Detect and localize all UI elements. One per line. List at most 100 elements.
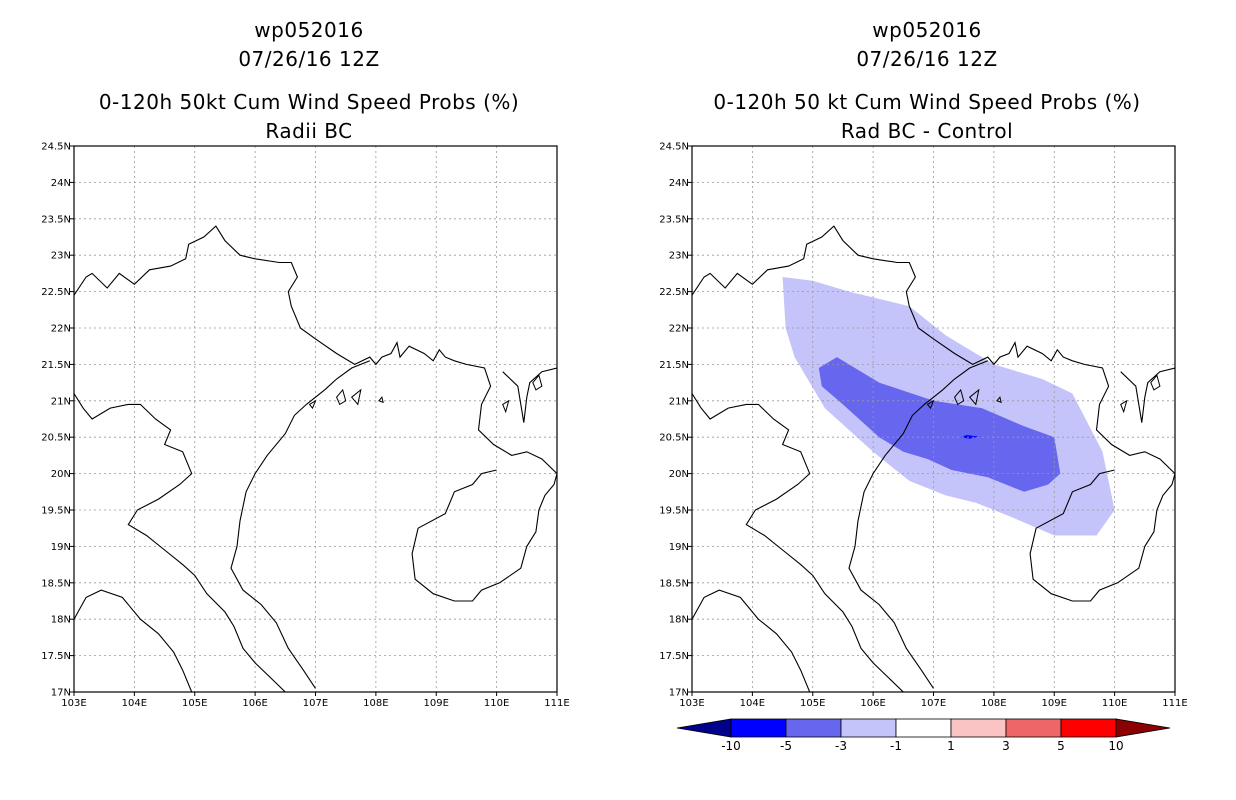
- coastline: [1029, 469, 1175, 602]
- coastline: [411, 469, 557, 602]
- lon-tick-label: 110E: [484, 698, 509, 709]
- island: [926, 399, 935, 410]
- lat-tick-label: 23N: [669, 251, 689, 262]
- colorbar-swatch: [730, 718, 787, 738]
- lat-tick-label: 22.5N: [659, 287, 689, 298]
- island: [996, 396, 1002, 404]
- colorbar-label: -3: [835, 739, 847, 753]
- island: [308, 399, 317, 410]
- right-title-variable: 0-120h 50 kt Cum Wind Speed Probs (%): [713, 90, 1141, 114]
- colorbar-label: -1: [890, 739, 902, 753]
- colorbar-swatch: [1005, 718, 1062, 738]
- lon-tick-label: 107E: [303, 698, 328, 709]
- lat-tick-label: 23.5N: [659, 214, 689, 225]
- coastline: [848, 360, 989, 689]
- coastline: [74, 589, 193, 692]
- lat-tick-label: 23.5N: [41, 214, 71, 225]
- lat-tick-label: 19.5N: [659, 506, 689, 517]
- lat-tick-label: 18.5N: [41, 578, 71, 589]
- colorbar-label: 1: [947, 739, 955, 753]
- colorbar-label: 3: [1002, 739, 1010, 753]
- lat-tick-label: 24N: [669, 178, 689, 189]
- colorbar-swatch: [895, 718, 952, 738]
- left-gridlines: [73, 145, 558, 693]
- lat-tick-label: 20N: [51, 469, 71, 480]
- colorbar-swatch: [785, 718, 842, 738]
- left-title-storm-id: wp052016: [254, 18, 364, 42]
- coastline: [502, 367, 557, 423]
- lon-tick-label: 104E: [740, 698, 765, 709]
- contour-fill-level-1: [818, 357, 1061, 492]
- lon-tick-label: 105E: [182, 698, 207, 709]
- colorbar-label: 5: [1057, 739, 1065, 753]
- lon-tick-label: 106E: [860, 698, 885, 709]
- lon-tick-label: 108E: [363, 698, 388, 709]
- island: [968, 388, 980, 406]
- colorbar-swatch: [1060, 718, 1117, 738]
- left-panel-title: wp052016 07/26/16 12Z 0-120h 50kt Cum Wi…: [54, 16, 564, 146]
- lat-tick-label: 21N: [669, 396, 689, 407]
- island: [336, 388, 347, 406]
- right-panel-title: wp052016 07/26/16 12Z 0-120h 50 kt Cum W…: [672, 16, 1182, 146]
- lon-tick-label: 106E: [242, 698, 267, 709]
- right-map-panel: 103E 104E 105E 106E 107E 108E 109E 110E 111E 17N 1…: [659, 142, 1187, 710]
- lat-tick-label: 21N: [51, 396, 71, 407]
- left-title-experiment: Radii BC: [265, 119, 353, 143]
- island: [1150, 374, 1161, 391]
- lat-tick-label: 18N: [51, 615, 71, 626]
- left-axis-ticks: 103E 104E 105E 106E 107E 108E 109E 110E 111E 17N 1…: [41, 142, 569, 710]
- lon-tick-label: 111E: [1162, 698, 1187, 709]
- colorbar: -10 -5 -3 -1 1 3 5 10: [676, 718, 1171, 753]
- coastline: [74, 393, 286, 692]
- lat-tick-label: 19N: [669, 542, 689, 553]
- lat-tick-label: 19N: [51, 542, 71, 553]
- lon-tick-label: 111E: [544, 698, 569, 709]
- lat-tick-label: 20.5N: [41, 433, 71, 444]
- lat-tick-label: 22N: [51, 324, 71, 335]
- right-axis-ticks: 103E 104E 105E 106E 107E 108E 109E 110E 111E 17N 1…: [659, 142, 1187, 710]
- right-difference-contours: [782, 277, 1115, 536]
- colorbar-swatch: [950, 718, 1007, 738]
- lat-tick-label: 22N: [669, 324, 689, 335]
- right-coastlines: [692, 225, 1175, 692]
- right-title-storm-id: wp052016: [872, 18, 982, 42]
- right-title-experiment: Rad BC - Control: [840, 119, 1014, 143]
- colorbar-swatch: [840, 718, 897, 738]
- island: [532, 374, 543, 391]
- left-coastlines: [74, 225, 557, 692]
- left-title-variable: 0-120h 50kt Cum Wind Speed Probs (%): [98, 90, 520, 114]
- lat-tick-label: 17.5N: [41, 651, 71, 662]
- coastline: [74, 225, 557, 474]
- lon-tick-label: 103E: [61, 698, 86, 709]
- coastline: [692, 225, 1175, 474]
- coastline: [230, 360, 371, 689]
- lat-tick-label: 24.5N: [41, 142, 71, 153]
- left-title-datetime: 07/26/16 12Z: [238, 47, 380, 71]
- lat-tick-label: 24.5N: [659, 142, 689, 153]
- lat-tick-label: 17N: [669, 688, 689, 699]
- coastline: [692, 589, 811, 692]
- lat-tick-label: 17N: [51, 688, 71, 699]
- lat-tick-label: 21.5N: [659, 360, 689, 371]
- contour-fill-level-2: [960, 435, 979, 439]
- colorbar-label: -10: [721, 739, 741, 753]
- coastline: [1120, 367, 1175, 423]
- lon-tick-label: 108E: [981, 698, 1006, 709]
- colorbar-label: -5: [780, 739, 792, 753]
- lat-tick-label: 17.5N: [659, 651, 689, 662]
- lat-tick-label: 21.5N: [41, 360, 71, 371]
- lon-tick-label: 104E: [122, 698, 147, 709]
- lon-tick-label: 107E: [921, 698, 946, 709]
- lat-tick-label: 18.5N: [659, 578, 689, 589]
- lon-tick-label: 109E: [424, 698, 449, 709]
- lon-tick-label: 103E: [679, 698, 704, 709]
- lat-tick-label: 24N: [51, 178, 71, 189]
- coastline: [692, 393, 904, 692]
- lon-tick-label: 109E: [1042, 698, 1067, 709]
- right-title-datetime: 07/26/16 12Z: [856, 47, 998, 71]
- island: [954, 388, 965, 406]
- lon-tick-label: 105E: [800, 698, 825, 709]
- island: [1120, 399, 1128, 414]
- lat-tick-label: 23N: [51, 251, 71, 262]
